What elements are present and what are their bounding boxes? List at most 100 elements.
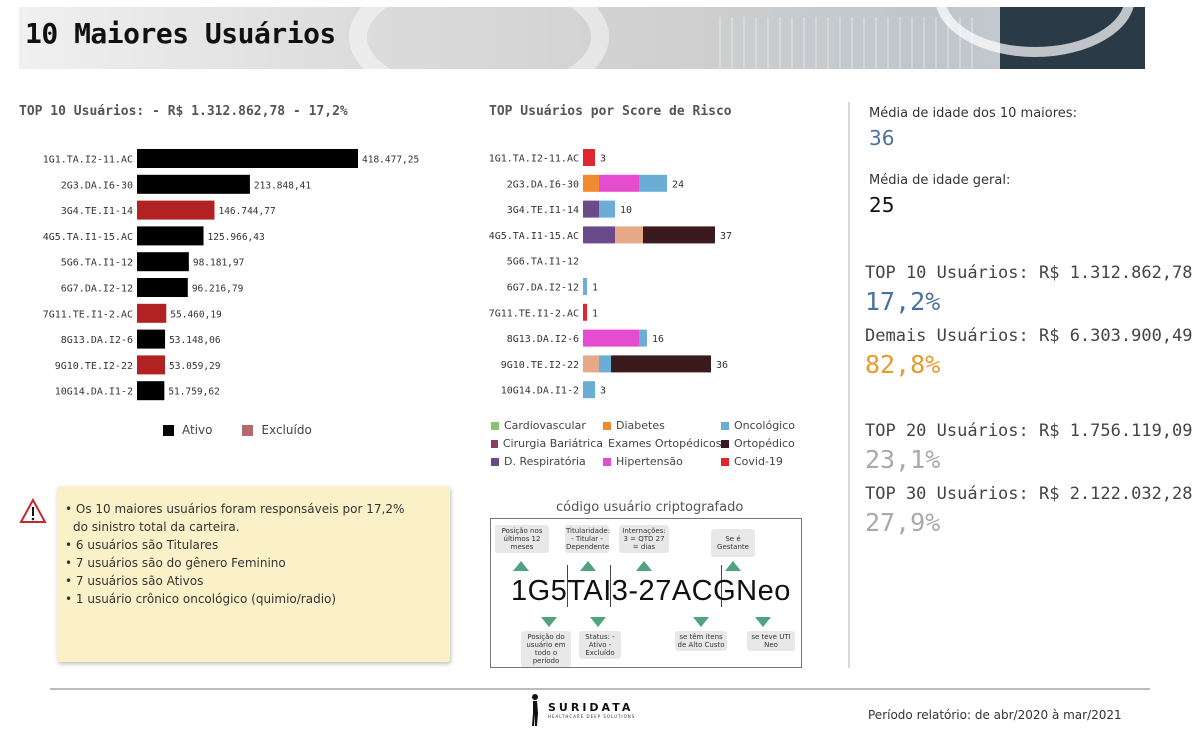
category-label: 3G4.TE.I1-14 (61, 206, 133, 217)
legend-item: Covid-19 (721, 455, 811, 468)
legend-label: Ortopédico (734, 437, 795, 450)
legend-item-ativo: Ativo (163, 423, 212, 437)
bar-segment (583, 355, 599, 373)
page-title: 10 Maiores Usuários (25, 17, 336, 50)
arrow-down-icon (755, 617, 771, 627)
category-label: 8G13.DA.I2-6 (507, 334, 579, 345)
note-line: • Os 10 maiores usuários foram responsáv… (65, 502, 405, 516)
top20-total-label: TOP 20 Usuários: R$ 1.756.119,09 (865, 421, 1193, 441)
bar-segment (583, 381, 595, 399)
arrow-up-icon (513, 561, 529, 571)
value-label: 96.216,79 (192, 284, 244, 295)
top10-pct: 17,2% (865, 287, 941, 316)
legend-swatch (491, 457, 499, 466)
header-banner: 10 Maiores Usuários (19, 7, 1145, 69)
total-label: 24 (672, 179, 684, 190)
category-label: 10G14.DA.I1-2 (501, 386, 579, 397)
category-label: 5G6.TA.I1-12 (507, 257, 579, 268)
bar-segment (583, 278, 587, 295)
legend-label: Oncológico (734, 419, 796, 432)
legend-swatch (242, 424, 254, 436)
notes-box: • Os 10 maiores usuários foram responsáv… (57, 486, 450, 662)
legend-item-excluido: Excluído (242, 423, 312, 437)
banner-decoration (719, 17, 979, 69)
top10-chart-legend: Ativo Excluído (163, 423, 312, 437)
category-label: 9G10.TE.I2-22 (501, 360, 579, 371)
logo-name: SURIDATA (548, 701, 634, 714)
bar-segment (583, 226, 615, 244)
top10-bar-chart: 1G1.TA.I2-11.AC 418.477,25 2G3.DA.I6-30 213… (43, 149, 419, 401)
value-label: 125.966,43 (208, 232, 265, 243)
bar (137, 329, 166, 349)
bar (137, 226, 204, 246)
code-diagram-title: código usuário criptografado (556, 500, 744, 515)
bar-segment (583, 303, 587, 321)
code-tag-top: Titularidade: - Titular - Dependente (565, 525, 611, 553)
avg-age-general-value: 25 (869, 193, 895, 217)
category-label: 4G5.TA.I1-15.AC (489, 231, 579, 242)
bar-segment (611, 355, 711, 373)
legend-swatch (491, 421, 499, 430)
bar-segment (583, 200, 599, 218)
bar (137, 355, 166, 375)
legend-label: Exames Ortopédicos (608, 437, 722, 450)
note-line: • 1 usuário crônico oncológico (quimio/r… (65, 592, 337, 606)
bar (137, 381, 165, 401)
legend-swatch (603, 421, 611, 430)
avg-age-top10-value: 36 (869, 126, 895, 150)
code-tag-bottom: se têm itens de Alto Custo (675, 631, 727, 651)
arrow-up-icon (580, 561, 596, 571)
code-separator (567, 565, 568, 607)
legend-item: Cirurgia Bariátrica (491, 437, 603, 450)
arrow-down-icon (693, 617, 709, 627)
warning-icon (19, 498, 47, 523)
legend-label: Ativo (182, 423, 213, 437)
category-label: 4G5.TA.I1-15.AC (43, 232, 133, 243)
code-tag-bottom: Posição do usuário em todo o período (521, 631, 571, 667)
value-label: 51.759,62 (168, 387, 219, 398)
legend-label: Cirurgia Bariátrica (502, 437, 603, 450)
code-separator (721, 565, 722, 607)
legend-swatch (721, 457, 729, 466)
top20-pct: 23,1% (865, 445, 941, 474)
total-label: 3 (600, 386, 606, 397)
bar (137, 174, 250, 194)
value-label: 213.848,41 (254, 180, 311, 191)
legend-label: Hipertensão (616, 455, 683, 468)
note-line: • 7 usuários são do gênero Feminino (65, 556, 286, 570)
category-label: 8G13.DA.I2-6 (61, 335, 133, 346)
value-label: 53.059,29 (169, 361, 221, 372)
legend-swatch (491, 439, 498, 448)
category-label: 5G6.TA.I1-12 (61, 258, 133, 269)
bar-segment (639, 329, 647, 347)
category-label: 6G7.DA.I2-12 (61, 284, 133, 295)
bar (137, 252, 189, 272)
vertical-divider (848, 102, 850, 668)
category-label: 1G1.TA.I2-11.AC (489, 154, 579, 165)
total-label: 3 (600, 154, 606, 165)
legend-label: Excluído (261, 423, 312, 437)
legend-swatch (721, 421, 729, 430)
legend-label: Cardiovascular (504, 419, 586, 432)
risk-stacked-bar-chart: 1G1.TA.I2-11.AC 3 2G3.DA.I6-30 24 3G4.TE.I1-… (489, 149, 732, 399)
bar-segment (583, 329, 639, 347)
bar-segment (639, 174, 667, 192)
bar-segment (615, 226, 643, 244)
legend-item: Ortopédico (721, 437, 811, 450)
bar (137, 149, 358, 168)
total-label: 16 (652, 334, 664, 345)
total-label: 10 (620, 205, 632, 216)
risk-chart-title: TOP Usuários por Score de Risco (489, 104, 732, 119)
code-diagram: Posição nos últimos 12 meses Titularidad… (490, 518, 802, 668)
arrow-down-icon (541, 617, 557, 627)
top10-chart-title: TOP 10 Usuários: - R$ 1.312.862,78 - 17,… (19, 104, 348, 119)
logo-subtitle: HEALTHCARE DEEP SOLUTIONS (548, 714, 636, 719)
code-tag-bottom: Status: - Ativo - Excluído (579, 631, 621, 659)
others-total-label: Demais Usuários: R$ 6.303.900,49 (865, 326, 1193, 346)
legend-label: D. Respiratória (504, 455, 586, 468)
value-label: 55.460,19 (170, 309, 222, 320)
bar-segment (599, 355, 611, 373)
legend-item: Cardiovascular (491, 419, 603, 432)
legend-item: Hipertensão (603, 455, 721, 468)
bar (137, 200, 215, 220)
